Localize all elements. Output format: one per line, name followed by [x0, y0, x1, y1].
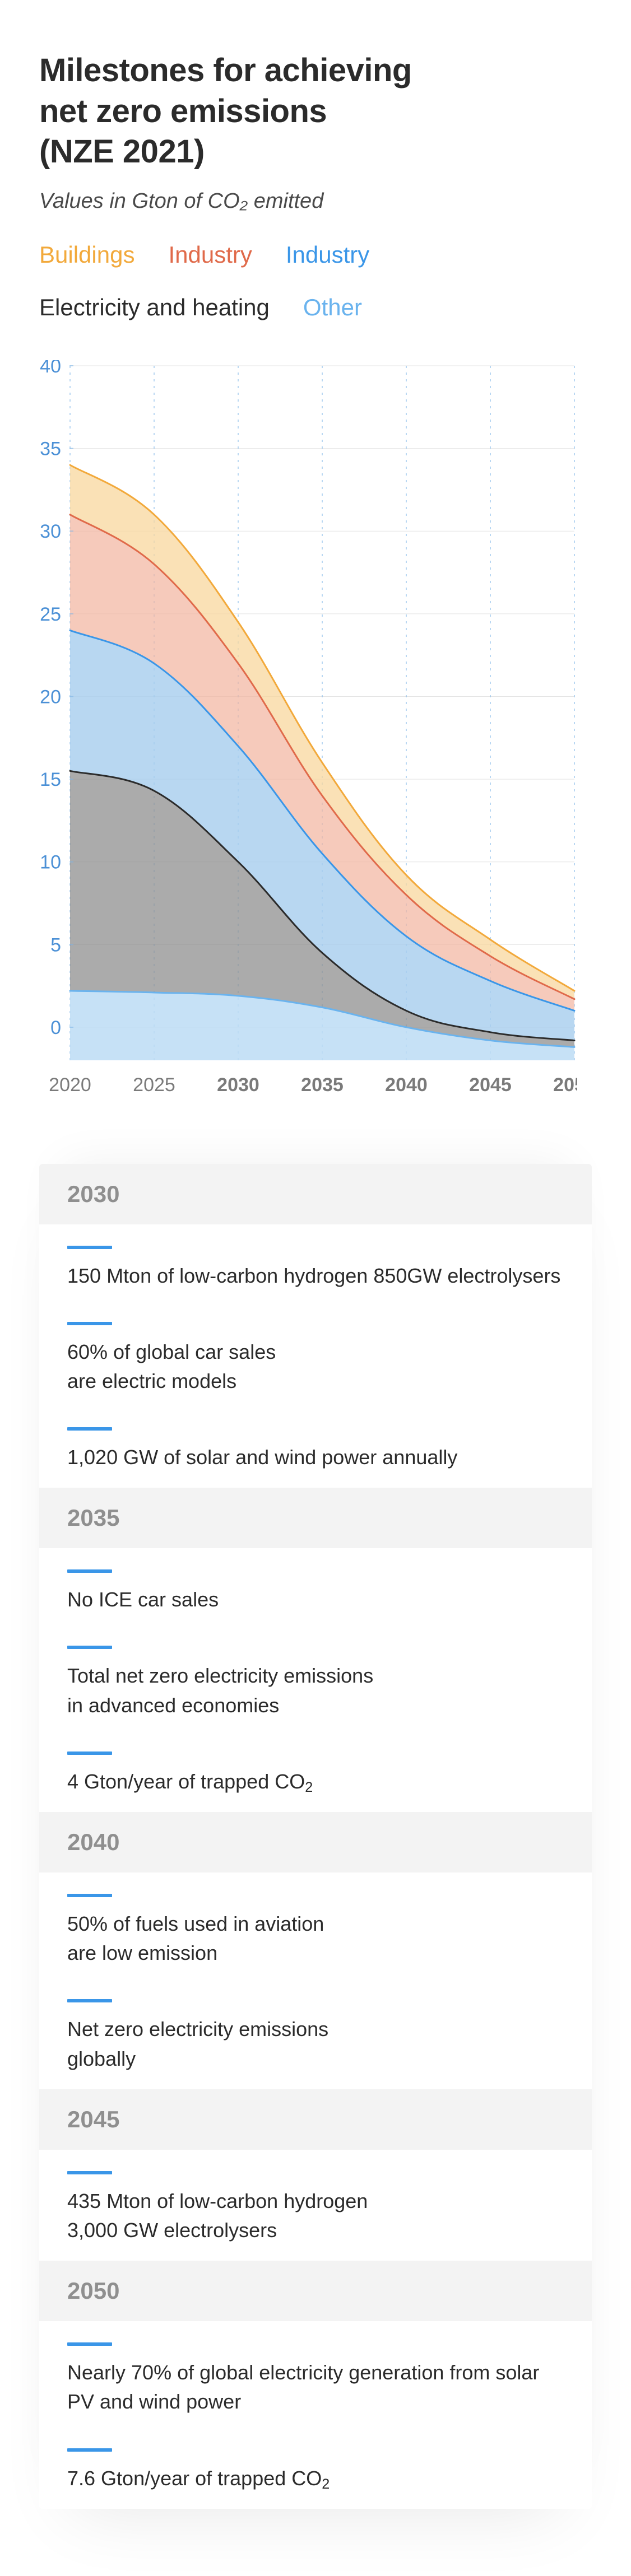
y-tick-label: 15 [40, 769, 61, 790]
x-tick-label: 2035 [301, 1074, 344, 1096]
area-chart: 0510152025303540202020252030203520402045… [28, 360, 592, 1119]
accent-bar [67, 1322, 112, 1325]
x-tick-label: 2025 [133, 1074, 175, 1096]
milestone-year: 2045 [67, 2106, 564, 2133]
milestone-group: 50% of fuels used in aviationare low emi… [39, 1872, 592, 2089]
legend-item: Buildings [39, 241, 134, 268]
legend-item: Electricity and heating [39, 294, 270, 321]
milestone-text: No ICE car sales [67, 1585, 564, 1614]
y-tick-label: 20 [40, 686, 61, 707]
x-tick-label: 2050 [553, 1074, 577, 1096]
milestone-year: 2035 [67, 1504, 564, 1531]
milestone-text: 1,020 GW of solar and wind power annuall… [67, 1443, 564, 1472]
milestone-group: 150 Mton of low-carbon hydrogen 850GW el… [39, 1224, 592, 1488]
milestone-item: 1,020 GW of solar and wind power annuall… [67, 1412, 564, 1488]
milestone-item: Nearly 70% of global electricity generat… [67, 2327, 564, 2432]
y-tick-label: 40 [40, 360, 61, 377]
milestone-year: 2040 [67, 1829, 564, 1856]
milestone-item: 7.6 Gton/year of trapped CO2 [67, 2433, 564, 2509]
milestone-year-header: 2040 [39, 1812, 592, 1872]
milestone-item: 50% of fuels used in aviationare low emi… [67, 1878, 564, 1983]
milestone-item: 60% of global car salesare electric mode… [67, 1306, 564, 1412]
x-tick-label: 2020 [49, 1074, 91, 1096]
accent-bar [67, 1246, 112, 1249]
page-root: Milestones for achieving net zero emissi… [0, 0, 631, 2576]
milestone-text: 4 Gton/year of trapped CO2 [67, 1767, 564, 1796]
milestone-item: 435 Mton of low-carbon hydrogen3,000 GW … [67, 2155, 564, 2261]
accent-bar [67, 2448, 112, 2452]
milestone-group: 435 Mton of low-carbon hydrogen3,000 GW … [39, 2150, 592, 2261]
milestone-year: 2050 [67, 2277, 564, 2304]
accent-bar [67, 1999, 112, 2002]
milestone-text: 7.6 Gton/year of trapped CO2 [67, 2464, 564, 2493]
accent-bar [67, 2342, 112, 2346]
accent-bar [67, 1894, 112, 1897]
milestone-text: Total net zero electricity emissionsin a… [67, 1661, 564, 1720]
title-line-2: net zero emissions [39, 93, 327, 129]
x-tick-label: 2045 [469, 1074, 512, 1096]
x-tick-label: 2040 [385, 1074, 428, 1096]
accent-bar [67, 1752, 112, 1755]
milestone-group: Nearly 70% of global electricity generat… [39, 2321, 592, 2509]
y-tick-label: 5 [50, 934, 61, 956]
y-tick-label: 35 [40, 438, 61, 459]
milestone-item: Total net zero electricity emissionsin a… [67, 1630, 564, 1735]
accent-bar [67, 1427, 112, 1431]
milestone-text: 50% of fuels used in aviationare low emi… [67, 1909, 564, 1968]
milestone-text: 435 Mton of low-carbon hydrogen3,000 GW … [67, 2187, 564, 2245]
legend-item: Other [303, 294, 362, 321]
milestone-text: 150 Mton of low-carbon hydrogen 850GW el… [67, 1261, 564, 1291]
accent-bar [67, 2171, 112, 2174]
milestone-year-header: 2050 [39, 2261, 592, 2321]
legend-item: Industry [168, 241, 252, 268]
milestone-year: 2030 [67, 1181, 564, 1208]
y-tick-label: 10 [40, 851, 61, 873]
title-line-3: (NZE 2021) [39, 133, 205, 170]
subtitle: Values in Gton of CO₂ emitted [39, 189, 592, 213]
milestone-item: No ICE car sales [67, 1554, 564, 1630]
milestone-text: Net zero electricity emissionsglobally [67, 2015, 564, 2073]
accent-bar [67, 1569, 112, 1573]
y-tick-label: 25 [40, 603, 61, 625]
milestone-text: Nearly 70% of global electricity generat… [67, 2358, 564, 2416]
x-tick-label: 2030 [217, 1074, 259, 1096]
chart-svg: 0510152025303540202020252030203520402045… [28, 360, 577, 1116]
y-tick-label: 30 [40, 521, 61, 542]
milestone-year-header: 2030 [39, 1164, 592, 1224]
page-title: Milestones for achieving net zero emissi… [39, 50, 592, 173]
title-line-1: Milestones for achieving [39, 52, 412, 88]
milestone-year-header: 2035 [39, 1488, 592, 1548]
legend: Buildings Industry Industry Electricity and… [39, 241, 592, 321]
milestone-item: 4 Gton/year of trapped CO2 [67, 1736, 564, 1812]
legend-item: Industry [286, 241, 369, 268]
milestone-text: 60% of global car salesare electric mode… [67, 1338, 564, 1396]
milestone-year-header: 2045 [39, 2089, 592, 2150]
milestone-item: Net zero electricity emissionsglobally [67, 1983, 564, 2089]
milestone-item: 150 Mton of low-carbon hydrogen 850GW el… [67, 1230, 564, 1306]
y-tick-label: 0 [50, 1017, 61, 1038]
milestones-panel: 2030 150 Mton of low-carbon hydrogen 850G… [39, 1164, 592, 2509]
milestone-group: No ICE car sales Total net zero electrici… [39, 1548, 592, 1812]
accent-bar [67, 1646, 112, 1649]
